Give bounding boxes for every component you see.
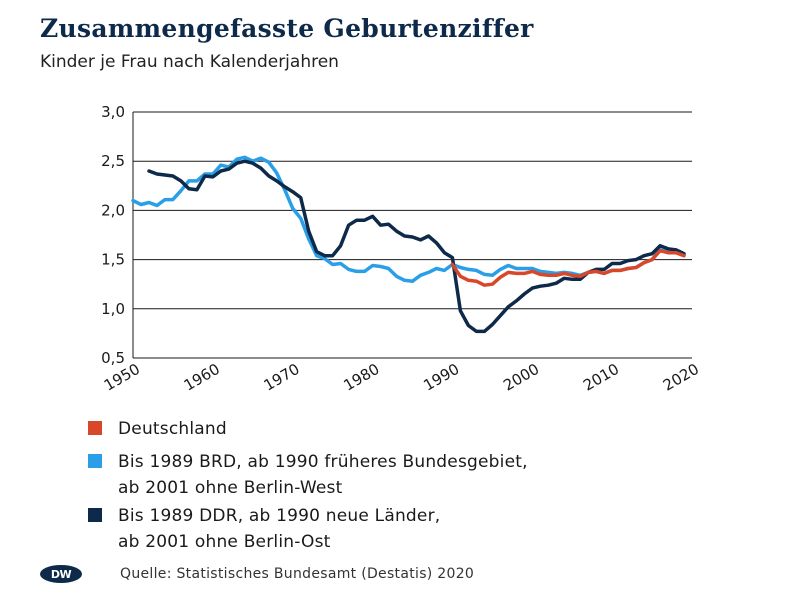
legend-label-brd: Bis 1989 BRD, ab 1990 früheres Bundesgeb… [118,452,528,498]
y-tick-label: 1,5 [101,251,125,269]
legend-item-ddr: Bis 1989 DDR, ab 1990 neue Länder, ab 20… [88,503,440,555]
y-tick-label: 2,5 [101,152,125,170]
x-tick-label: 2010 [580,360,622,395]
y-tick-label: 2,0 [101,201,125,219]
y-tick-label: 1,0 [101,300,125,318]
series-line-ddr [147,159,686,334]
legend-swatch-brd [88,454,102,468]
y-tick-label: 0,5 [101,349,125,367]
legend-swatch-deutschland [88,421,102,435]
chart-title: Zusammengefasste Geburtenziffer [40,14,534,43]
source-note: Quelle: Statistisches Bundesamt (Destati… [120,566,475,582]
legend-label-ddr: Bis 1989 DDR, ab 1990 neue Länder, ab 20… [118,506,441,552]
legend-item-deutschland: Deutschland [88,416,227,442]
x-tick-label: 1980 [341,360,383,395]
legend-item-brd: Bis 1989 BRD, ab 1990 früheres Bundesgeb… [88,449,528,501]
chart-subtitle: Kinder je Frau nach Kalenderjahren [40,52,339,72]
legend-label-deutschland: Deutschland [118,419,227,439]
x-tick-label: 2020 [660,360,702,395]
x-tick-label: 1960 [181,360,223,395]
x-tick-label: 1990 [420,360,462,395]
dw-logo: DW [40,565,82,583]
x-tick-label: 1970 [261,360,303,395]
legend-swatch-ddr [88,508,102,522]
y-tick-label: 3,0 [101,103,125,121]
footer: DW Quelle: Statistisches Bundesamt (Dest… [40,565,474,583]
series-line-deutschland [450,248,686,287]
x-tick-label: 2000 [500,360,542,395]
